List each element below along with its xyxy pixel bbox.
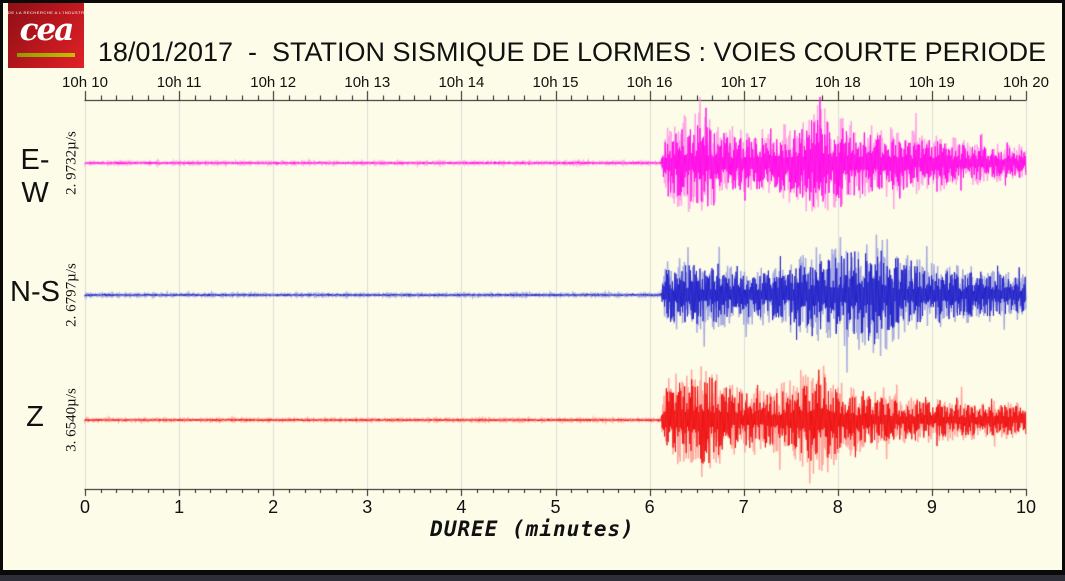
- bottom-axis-tick-label: 1: [174, 497, 185, 517]
- x-axis-title: DUREE (minutes): [430, 517, 635, 541]
- bottom-axis-tick-label: 9: [926, 497, 937, 517]
- bottom-axis-tick-label: 10: [1015, 497, 1037, 517]
- bottom-axis-tick-label: 8: [832, 497, 843, 517]
- channel-amplitude-label: 2. 9732µ/s: [63, 131, 80, 195]
- seismogram-canvas: [3, 3, 1062, 570]
- top-axis-tick-label: 10h 15: [532, 74, 579, 91]
- bottom-axis-tick-label: 6: [644, 497, 655, 517]
- top-axis-tick-label: 10h 14: [438, 74, 485, 91]
- top-axis-tick-label: 10h 18: [814, 74, 861, 91]
- top-axis-tick-label: 10h 10: [62, 74, 108, 91]
- bottom-axis-tick-label: 3: [362, 497, 373, 517]
- channel-label-z: Z: [26, 401, 44, 433]
- channel-label-n-s: N-S: [10, 276, 60, 308]
- top-axis-tick-label: 10h 19: [908, 74, 955, 91]
- top-axis-tick-label: 10h 12: [250, 74, 297, 91]
- bottom-axis-tick-label: 5: [550, 497, 561, 517]
- top-axis-tick-label: 10h 17: [720, 74, 767, 91]
- bottom-axis-tick-label: 0: [79, 497, 91, 517]
- channel-amplitude-label: 3. 6540µ/s: [63, 388, 80, 452]
- bottom-axis-tick-label: 2: [268, 497, 279, 517]
- bottom-axis-tick-label: 4: [456, 497, 467, 517]
- bottom-axis-tick-label: 7: [738, 497, 749, 517]
- top-axis-tick-label: 10h 16: [626, 74, 673, 91]
- top-axis-tick-label: 10h 11: [156, 74, 202, 91]
- top-axis-tick-label: 10h 20: [1003, 74, 1049, 91]
- top-axis-tick-label: 10h 13: [344, 74, 391, 91]
- channel-amplitude-label: 2. 6797µ/s: [63, 263, 80, 327]
- channel-label-e-w: E-W: [20, 144, 50, 209]
